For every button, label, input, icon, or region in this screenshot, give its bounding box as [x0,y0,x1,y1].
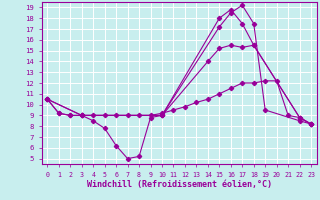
X-axis label: Windchill (Refroidissement éolien,°C): Windchill (Refroidissement éolien,°C) [87,180,272,189]
